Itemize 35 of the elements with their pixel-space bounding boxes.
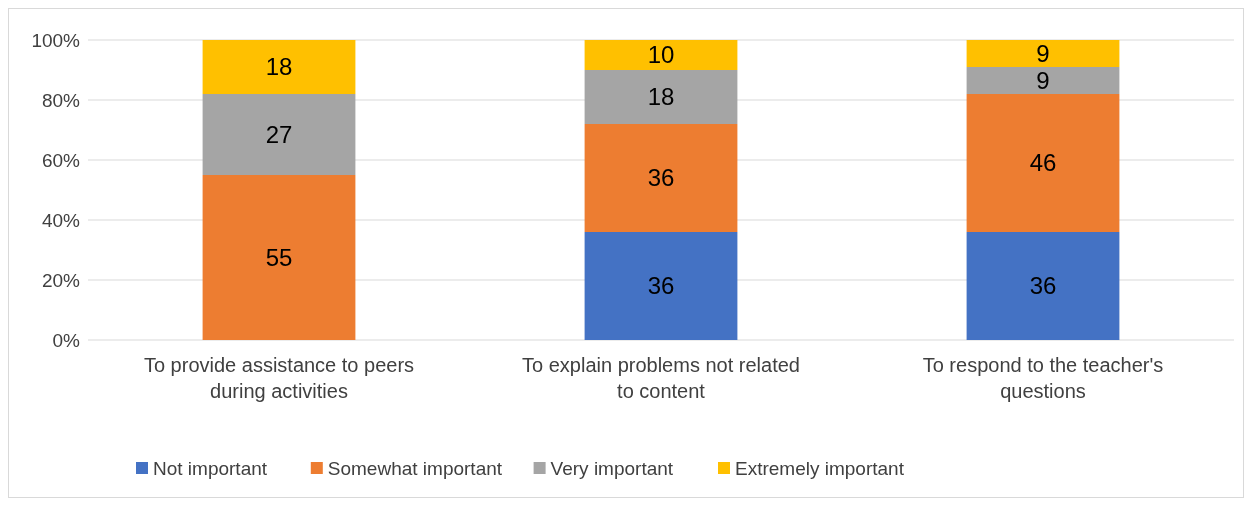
bar [966,40,1120,67]
y-tick-label: 80% [41,89,81,111]
bar [584,232,738,340]
y-tick-label: 60% [41,149,81,171]
bar [202,40,356,94]
bar [202,175,356,340]
data-label: 18 [265,53,293,81]
data-label: 10 [647,41,675,69]
y-tick-label: 0% [52,329,81,351]
x-tick-label: To provide assistance to peers during activities [143,354,415,402]
data-label: 18 [647,83,675,111]
data-label: 36 [1029,272,1057,300]
y-tick-label: 40% [41,209,81,231]
bar [584,40,738,70]
data-label: 27 [265,120,293,148]
bar [966,67,1120,94]
bar [584,70,738,124]
data-label: 9 [1036,39,1050,67]
y-tick-label: 20% [41,269,81,291]
data-label: 36 [647,272,675,300]
legend-label: Extremely important [735,457,905,479]
legend-label: Not important [153,457,268,479]
legend-label: Somewhat important [327,457,503,479]
x-tick-label: To explain problems not related to content [522,354,800,402]
data-label: 36 [647,164,675,192]
data-label: 9 [1036,66,1050,94]
y-tick-label: 100% [31,29,81,51]
bar [966,94,1120,232]
bar [584,124,738,232]
bar [202,94,356,175]
bar [966,232,1120,340]
data-label: 46 [1029,149,1057,177]
legend-label: Very important [550,457,674,479]
x-tick-label: To respond to the teacher's questions [922,354,1164,402]
data-label: 55 [265,243,293,271]
